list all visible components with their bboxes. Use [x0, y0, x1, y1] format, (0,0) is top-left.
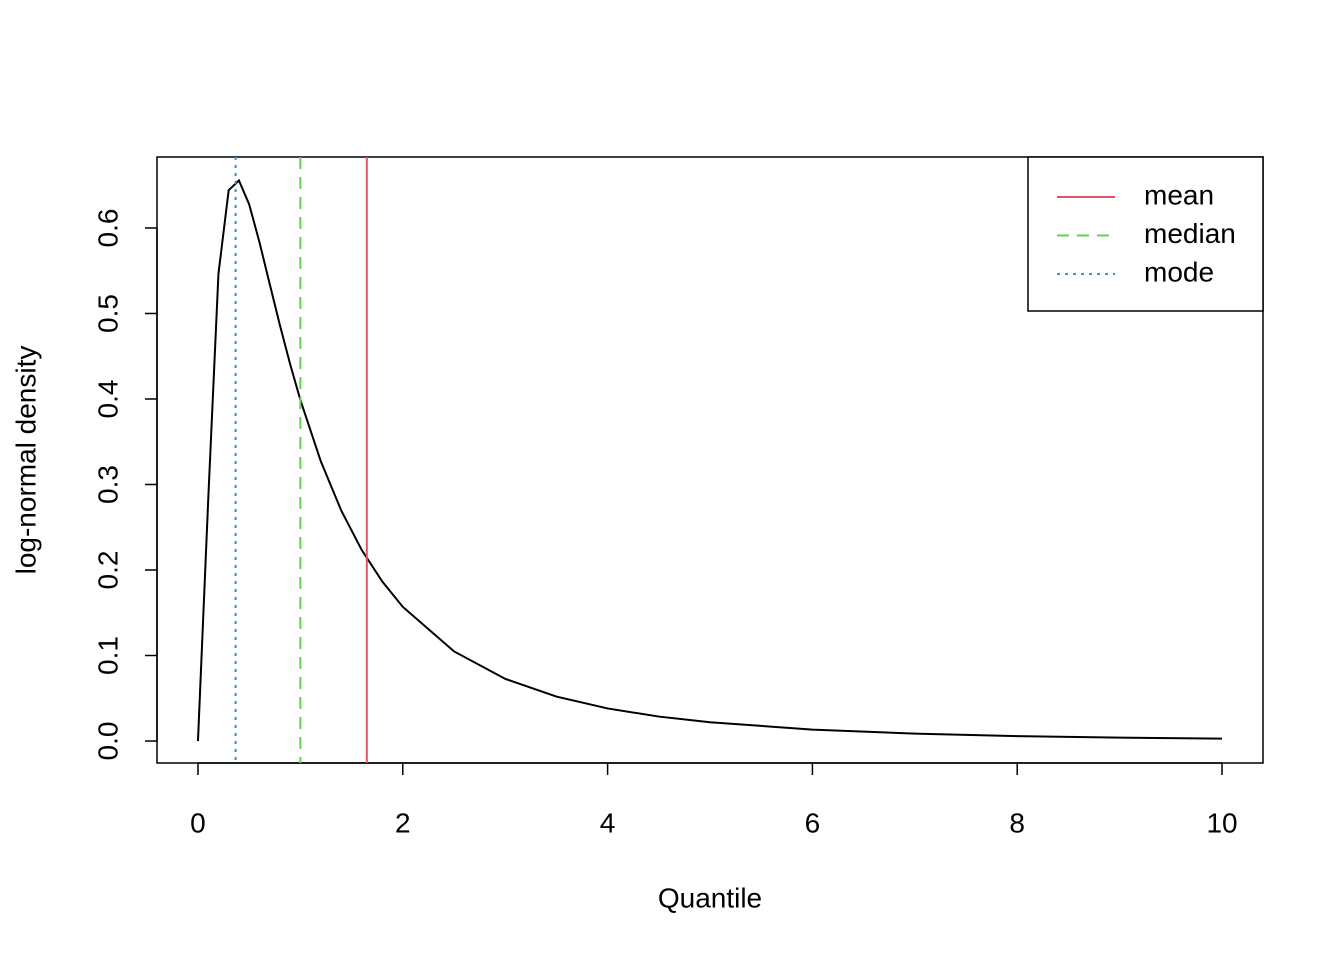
y-tick-label: 0.1	[92, 636, 123, 675]
y-tick-label: 0.3	[92, 465, 123, 504]
y-tick-label: 0.5	[92, 294, 123, 333]
legend-box	[1027, 156, 1264, 312]
legend-label: mode	[1144, 256, 1214, 287]
y-tick-label: 0.4	[92, 380, 123, 419]
x-tick-label: 2	[395, 807, 411, 838]
y-tick-label: 0.0	[92, 722, 123, 761]
y-axis-title: log-normal density	[10, 346, 41, 575]
density-line	[196, 178, 1223, 742]
x-tick-label: 0	[190, 807, 206, 838]
x-tick-label: 8	[1009, 807, 1025, 838]
y-tick-label: 0.2	[92, 551, 123, 590]
legend-label: median	[1144, 218, 1236, 249]
x-axis-title: Quantile	[658, 882, 762, 913]
x-tick-label: 6	[805, 807, 821, 838]
legend-label: mean	[1144, 179, 1214, 210]
x-tick-label: 4	[600, 807, 616, 838]
x-tick-label: 10	[1206, 807, 1237, 838]
y-tick-label: 0.6	[92, 209, 123, 248]
